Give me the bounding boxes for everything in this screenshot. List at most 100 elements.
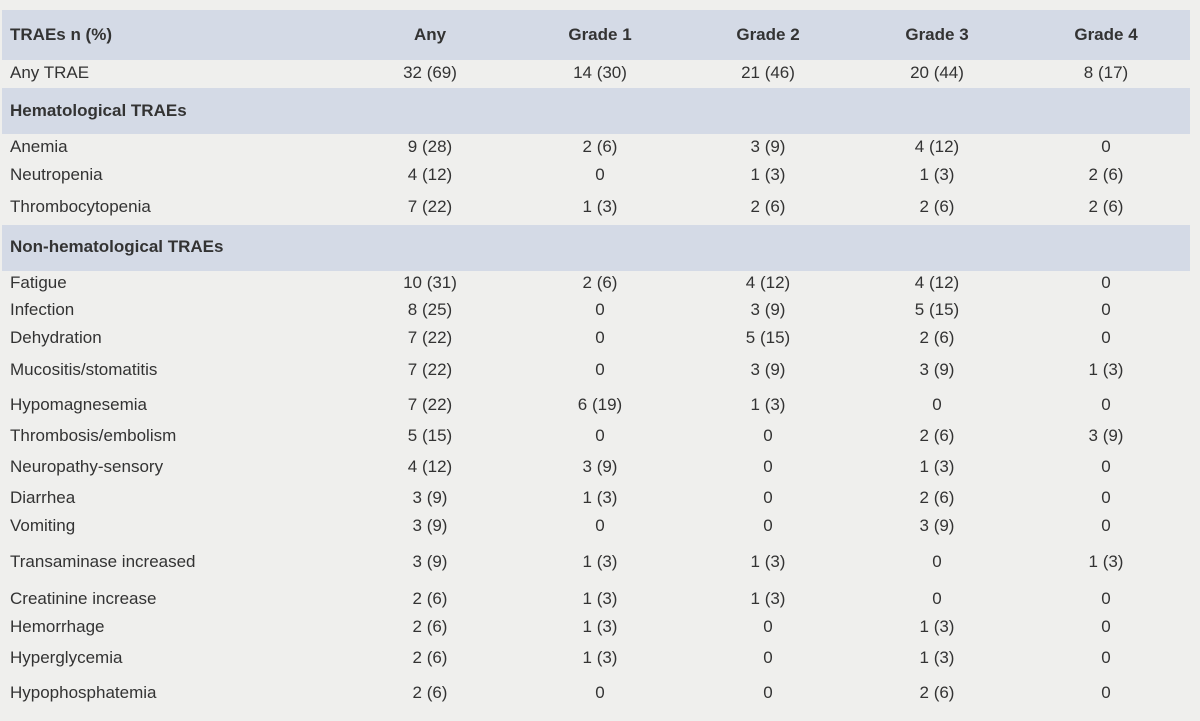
row-cell: 0 xyxy=(763,648,773,667)
row-cell: 0 xyxy=(1101,683,1111,702)
row-cell: 2 (6) xyxy=(412,648,448,667)
row-cell: 0 xyxy=(1101,395,1111,414)
row-cell: 2 (6) xyxy=(582,137,618,156)
row-cell: 0 xyxy=(595,360,605,379)
row-cell: 3 (9) xyxy=(412,552,448,571)
row-cell: 7 (22) xyxy=(407,360,453,379)
row-cell: 1 (3) xyxy=(919,617,955,636)
header-cell: Grade 2 xyxy=(736,25,800,44)
row-cell: 2 (6) xyxy=(919,197,955,216)
row-cell: 6 (19) xyxy=(577,395,623,414)
row-cell: 0 xyxy=(595,165,605,184)
row-label: Neutropenia xyxy=(10,165,103,184)
row-cell: 4 (12) xyxy=(914,273,960,292)
header-cell: Grade 3 xyxy=(905,25,969,44)
row-cell: 5 (15) xyxy=(407,426,453,445)
row-cell: 1 (3) xyxy=(919,457,955,476)
row-cell: 1 (3) xyxy=(750,165,786,184)
row-cell: 3 (9) xyxy=(750,300,786,319)
row-label: Dehydration xyxy=(10,328,102,347)
row-cell: 7 (22) xyxy=(407,197,453,216)
row-cell: 14 (30) xyxy=(573,63,627,82)
row-label: Hemorrhage xyxy=(10,617,105,636)
row-cell: 2 (6) xyxy=(919,328,955,347)
section-band xyxy=(2,88,1190,134)
row-label: Thrombocytopenia xyxy=(10,197,151,216)
row-label: Anemia xyxy=(10,137,68,156)
row-cell: 0 xyxy=(763,457,773,476)
row-cell: 1 (3) xyxy=(750,552,786,571)
row-cell: 2 (6) xyxy=(412,617,448,636)
header-band xyxy=(2,10,1190,60)
row-cell: 4 (12) xyxy=(407,457,453,476)
row-cell: 5 (15) xyxy=(745,328,791,347)
row-cell: 8 (17) xyxy=(1083,63,1129,82)
row-cell: 0 xyxy=(1101,589,1111,608)
row-cell: 2 (6) xyxy=(919,683,955,702)
row-cell: 0 xyxy=(763,683,773,702)
row-label: Thrombosis/embolism xyxy=(10,426,177,445)
row-cell: 9 (28) xyxy=(407,137,453,156)
row-cell: 21 (46) xyxy=(741,63,795,82)
row-label: Diarrhea xyxy=(10,488,76,507)
row-label: Vomiting xyxy=(10,516,76,535)
row-cell: 2 (6) xyxy=(412,589,448,608)
row-cell: 8 (25) xyxy=(407,300,453,319)
row-cell: 2 (6) xyxy=(412,683,448,702)
header-cell: Any xyxy=(413,25,447,44)
row-cell: 0 xyxy=(595,516,605,535)
row-cell: 1 (3) xyxy=(1088,552,1124,571)
row-cell: 7 (22) xyxy=(407,328,453,347)
row-cell: 3 (9) xyxy=(919,360,955,379)
header-cell: Grade 4 xyxy=(1074,25,1138,44)
row-cell: 0 xyxy=(595,328,605,347)
row-cell: 1 (3) xyxy=(582,197,618,216)
row-label: Hypophosphatemia xyxy=(10,683,157,702)
row-cell: 1 (3) xyxy=(750,589,786,608)
row-cell: 2 (6) xyxy=(582,273,618,292)
row-cell: 1 (3) xyxy=(1088,360,1124,379)
row-cell: 0 xyxy=(1101,137,1111,156)
row-label: Hyperglycemia xyxy=(10,648,123,667)
row-cell: 0 xyxy=(932,395,942,414)
row-cell: 4 (12) xyxy=(914,137,960,156)
row-cell: 0 xyxy=(595,683,605,702)
row-label: Transaminase increased xyxy=(10,552,196,571)
row-cell: 1 (3) xyxy=(582,488,618,507)
row-label: Neuropathy-sensory xyxy=(10,457,164,476)
row-cell: 0 xyxy=(932,589,942,608)
row-label: Hypomagnesemia xyxy=(10,395,148,414)
row-cell: 0 xyxy=(763,488,773,507)
row-cell: 20 (44) xyxy=(910,63,964,82)
row-cell: 3 (9) xyxy=(1088,426,1124,445)
row-cell: 1 (3) xyxy=(582,617,618,636)
row-cell: 0 xyxy=(595,426,605,445)
row-cell: 2 (6) xyxy=(919,488,955,507)
header-cell: Grade 1 xyxy=(568,25,632,44)
section-title: Hematological TRAEs xyxy=(10,101,187,120)
row-cell: 3 (9) xyxy=(412,516,448,535)
row-cell: 1 (3) xyxy=(582,552,618,571)
row-cell: 0 xyxy=(1101,300,1111,319)
row-cell: 1 (3) xyxy=(919,648,955,667)
row-cell: 0 xyxy=(1101,488,1111,507)
row-label: Fatigue xyxy=(10,273,67,292)
row-cell: 2 (6) xyxy=(750,197,786,216)
row-cell: 2 (6) xyxy=(919,426,955,445)
row-cell: 4 (12) xyxy=(407,165,453,184)
row-cell: 3 (9) xyxy=(750,360,786,379)
row-cell: 2 (6) xyxy=(1088,197,1124,216)
row-cell: 3 (9) xyxy=(919,516,955,535)
row-cell: 1 (3) xyxy=(919,165,955,184)
row-cell: 3 (9) xyxy=(412,488,448,507)
row-cell: 0 xyxy=(763,516,773,535)
row-cell: 1 (3) xyxy=(582,648,618,667)
row-cell: 5 (15) xyxy=(914,300,960,319)
row-cell: 0 xyxy=(1101,273,1111,292)
row-cell: 2 (6) xyxy=(1088,165,1124,184)
row-label: Mucositis/stomatitis xyxy=(10,360,158,379)
row-cell: 0 xyxy=(763,617,773,636)
row-cell: 0 xyxy=(1101,328,1111,347)
section-title: Non-hematological TRAEs xyxy=(10,237,224,256)
